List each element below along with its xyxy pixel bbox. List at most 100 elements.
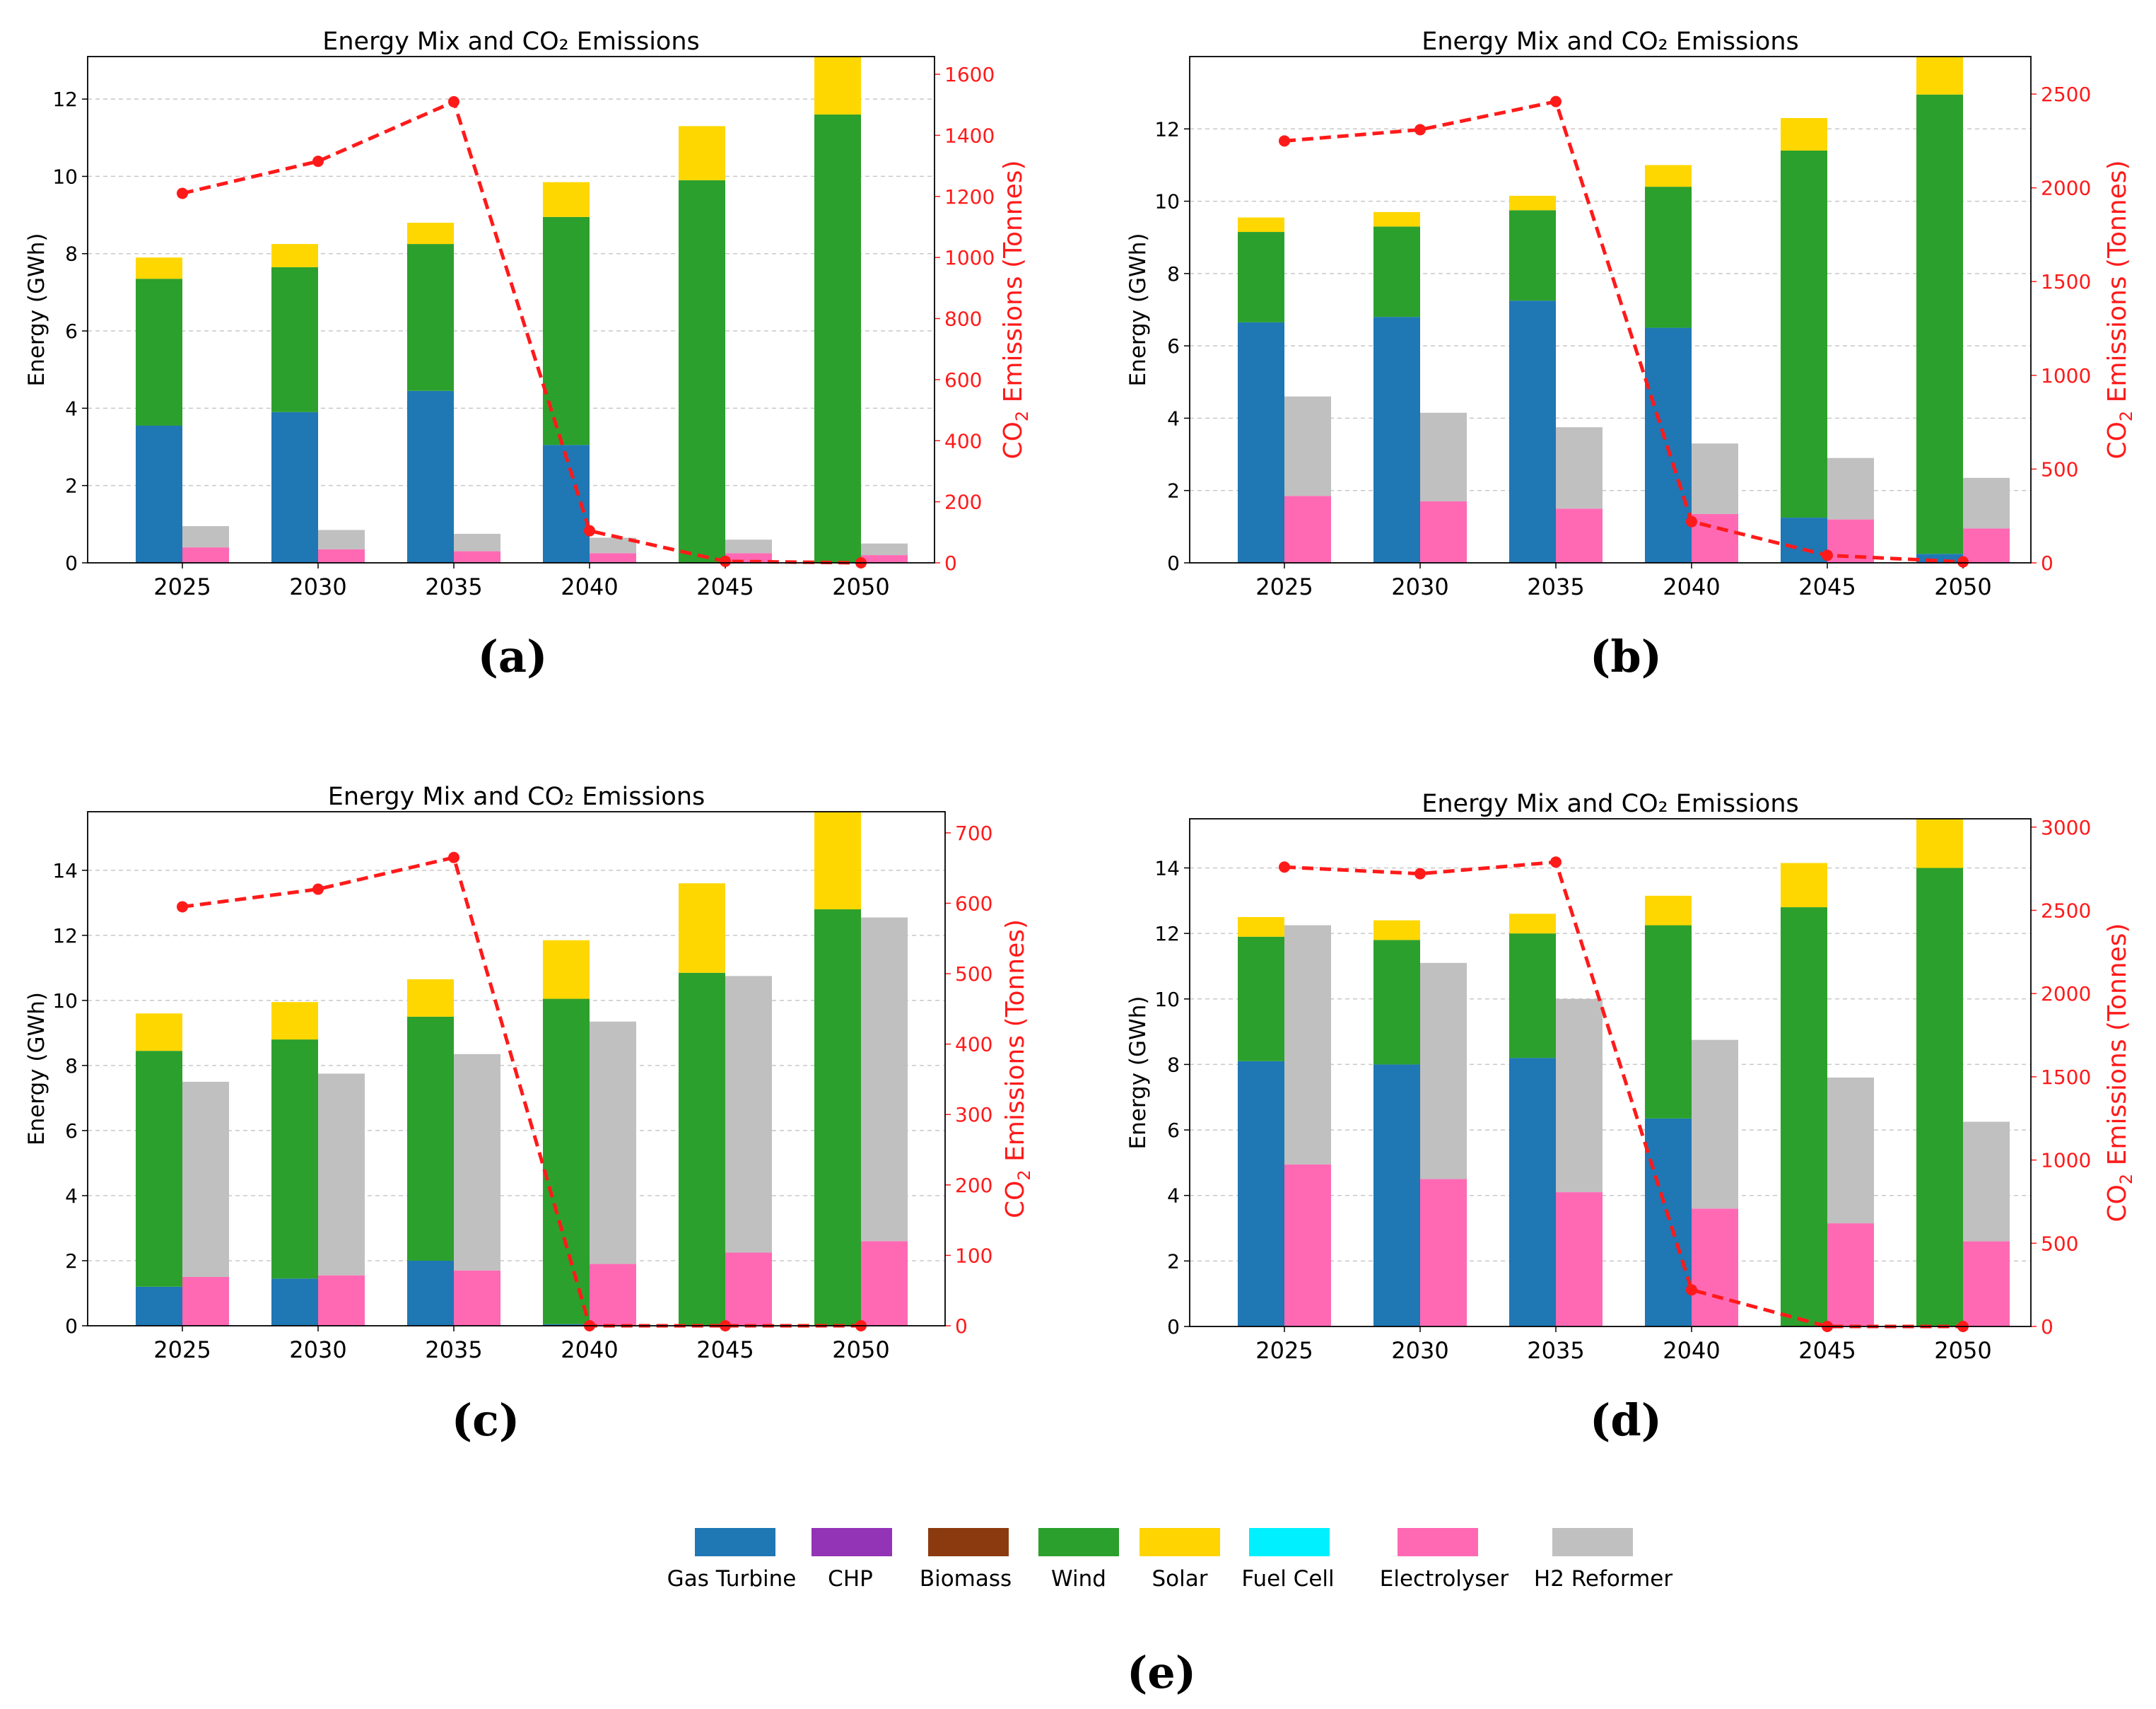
y-tick-label: 2 <box>65 474 78 498</box>
bar-h2-reformer <box>1692 1039 1738 1209</box>
y2-label-rest: Emissions (Tonnes) <box>999 160 1028 410</box>
bar-electrolyser <box>182 547 229 563</box>
y-tick-label: 0 <box>1167 552 1180 575</box>
co2-point <box>1550 856 1562 868</box>
x-tick-label: 2050 <box>1934 1337 1991 1364</box>
bar-h2-reformer <box>182 1081 229 1277</box>
y2-label-main: CO <box>2103 421 2132 459</box>
y2-axis-label: CO2 Emissions (Tonnes) <box>1001 919 1034 1218</box>
bar-solar <box>814 57 861 115</box>
co2-point <box>448 95 459 107</box>
y2-tick-label: 0 <box>2041 1315 2054 1338</box>
co2-point <box>177 187 188 199</box>
chart-title: Energy Mix and CO₂ Emissions <box>328 783 705 811</box>
chart-title: Energy Mix and CO₂ Emissions <box>1422 790 1799 818</box>
bar-h2-reformer <box>1420 412 1467 502</box>
bar-solar <box>1373 920 1420 940</box>
y-tick-label: 4 <box>1167 407 1180 430</box>
y2-tick-label: 1600 <box>944 63 995 86</box>
bar-electrolyser <box>1827 1223 1874 1326</box>
bar-h2-reformer <box>590 537 636 554</box>
y2-tick-label: 1000 <box>2041 1149 2091 1172</box>
y-tick-label: 2 <box>65 1249 78 1273</box>
bar-wind <box>1238 936 1284 1061</box>
x-tick-label: 2050 <box>832 573 889 600</box>
y2-tick-label: 1000 <box>944 246 995 269</box>
bar-solar <box>1781 117 1827 151</box>
bar-wind <box>271 267 318 412</box>
bar-wind <box>1916 868 1963 1326</box>
bar-wind <box>1781 907 1827 1326</box>
bar-wind <box>1781 150 1827 518</box>
bar-h2-reformer <box>1827 457 1874 520</box>
bar-electrolyser <box>454 1270 500 1326</box>
y2-tick-label: 2500 <box>2041 899 2091 922</box>
x-tick-label: 2040 <box>1663 573 1720 600</box>
bar-gas-turbine <box>271 412 318 563</box>
plot-frame <box>87 56 935 564</box>
x-tick-label: 2030 <box>1391 573 1448 600</box>
y-tick-label: 4 <box>65 1184 78 1208</box>
legend-swatch <box>1249 1528 1330 1556</box>
y2-label-sub: 2 <box>1012 411 1032 421</box>
bar-wind <box>1509 210 1556 301</box>
bar-gas-turbine <box>271 1278 318 1326</box>
x-tick-label: 2030 <box>289 1336 346 1363</box>
bar-wind <box>407 1016 454 1261</box>
y2-tick-label: 100 <box>955 1244 992 1267</box>
co2-point <box>1686 515 1697 527</box>
bar-electrolyser <box>1692 1208 1738 1326</box>
bar-wind <box>271 1039 318 1279</box>
bar-h2-reformer <box>1963 1121 2010 1242</box>
co2-point <box>177 901 188 913</box>
y2-label-rest: Emissions (Tonnes) <box>2103 923 2132 1173</box>
y2-tick-label: 2000 <box>2041 982 2091 1005</box>
legend-label: CHP <box>828 1566 873 1592</box>
bar-h2-reformer <box>1692 443 1738 514</box>
bar-h2-reformer <box>861 543 908 556</box>
y2-tick-label: 1500 <box>2041 270 2091 293</box>
bar-gas-turbine <box>1238 322 1284 563</box>
legend-swatch <box>1038 1528 1119 1556</box>
bar-electrolyser <box>318 1275 365 1326</box>
bar-solar <box>543 182 590 217</box>
x-tick-label: 2050 <box>1934 573 1991 600</box>
y2-tick-label: 0 <box>944 552 957 575</box>
y-tick-label: 6 <box>65 1119 78 1143</box>
bar-electrolyser <box>1963 1241 2010 1326</box>
bar-solar <box>1781 863 1827 908</box>
bar-wind <box>407 244 454 391</box>
bar-solar <box>407 979 454 1017</box>
x-tick-label: 2025 <box>1255 1337 1313 1364</box>
bar-wind <box>1373 226 1420 317</box>
bar-h2-reformer <box>1963 477 2010 529</box>
bar-solar <box>1645 895 1692 926</box>
y2-tick-label: 0 <box>955 1314 968 1338</box>
co2-point <box>312 156 324 168</box>
bar-gas-turbine <box>407 390 454 563</box>
chart-panel-a: 2025 2030 2035 2040 2045 2050 0 2 4 6 8 10 12 0 200 400… <box>24 28 1032 600</box>
co2-point <box>1279 135 1290 147</box>
y2-tick-label: 400 <box>944 429 982 453</box>
y-tick-label: 0 <box>65 1314 78 1338</box>
x-tick-label: 2035 <box>425 573 482 600</box>
legend: Gas Turbine CHP Biomass Wind Solar Fuel Cell E… <box>667 1528 1672 1592</box>
y-tick-label: 12 <box>1154 117 1180 141</box>
bar-h2-reformer <box>318 530 365 549</box>
bar-gas-turbine <box>1645 1118 1692 1326</box>
y-tick-label: 12 <box>52 924 78 947</box>
y-tick-label: 0 <box>1167 1315 1180 1338</box>
x-tick-label: 2035 <box>1527 1337 1584 1364</box>
legend-label: Solar <box>1152 1566 1208 1592</box>
bar-wind <box>1238 232 1284 322</box>
bar-electrolyser <box>725 1252 772 1326</box>
y2-tick-label: 1200 <box>944 185 995 209</box>
y2-tick-label: 400 <box>955 1033 992 1056</box>
bar-h2-reformer <box>1556 998 1603 1193</box>
bar-electrolyser <box>1827 519 1874 563</box>
legend-label: H2 Reformer <box>1534 1566 1672 1592</box>
y-tick-label: 6 <box>1167 334 1180 358</box>
bar-gas-turbine <box>1373 1064 1420 1326</box>
bar-electrolyser <box>1692 513 1738 563</box>
bar-h2-reformer <box>1284 925 1331 1165</box>
